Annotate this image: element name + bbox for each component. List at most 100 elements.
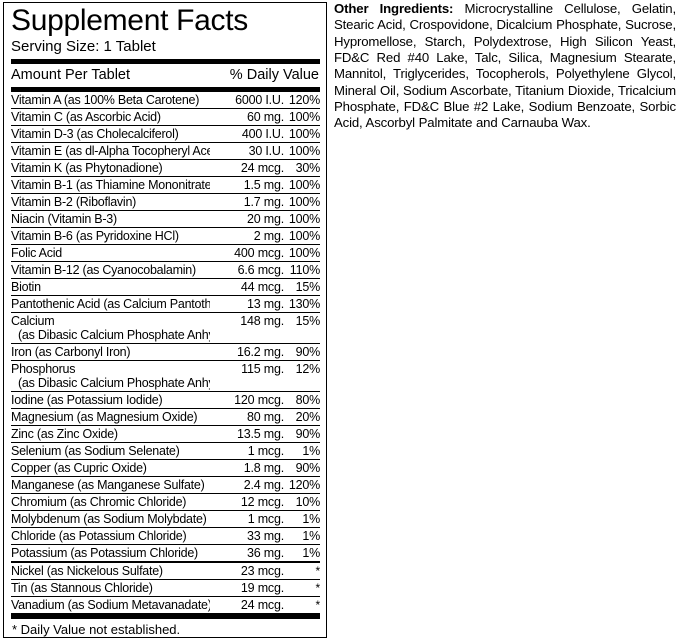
nutrient-row: Tin (as Stannous Chloride) 19 mcg. * [11, 579, 320, 597]
nutrient-amount: 44 mcg. [210, 278, 284, 296]
nutrient-row: Copper (as Cupric Oxide) 1.8 mg. 90% [11, 459, 320, 477]
nutrient-amount: 1.8 mg. [210, 459, 284, 477]
nutrient-amount: 23 mcg. [210, 561, 284, 580]
nutrient-amount: 148 mg. [210, 312, 284, 344]
nutrient-name: Biotin [11, 278, 210, 296]
nutrient-row: Molybdenum (as Sodium Molybdate) 1 mcg. 1% [11, 510, 320, 528]
nutrient-amount: 13.5 mg. [210, 425, 284, 443]
nutrient-daily-value: 120% [284, 92, 320, 109]
nutrient-daily-value: 10% [284, 493, 320, 511]
daily-value-footnote: * Daily Value not established. [12, 622, 181, 637]
nutrient-row: Vitamin B-12 (as Cyanocobalamin) 6.6 mcg.… [11, 261, 320, 279]
nutrient-row: Calcium (as Dibasic Calcium Phosphate Anh… [11, 312, 320, 344]
nutrient-name: Selenium (as Sodium Selenate) [11, 442, 210, 460]
nutrient-row: Phosphorus (as Dibasic Calcium Phosphate … [11, 360, 320, 392]
nutrient-amount: 2.4 mg. [210, 476, 284, 494]
nutrient-amount: 1 mcg. [210, 442, 284, 460]
nutrient-amount: 80 mg. [210, 408, 284, 426]
nutrient-amount: 400 mcg. [210, 244, 284, 262]
nutrient-name: Iron (as Carbonyl Iron) [11, 343, 210, 361]
nutrient-daily-value: 100% [284, 125, 320, 143]
nutrient-source: (as Dibasic Calcium Phosphate Anhydrous) [18, 376, 210, 390]
nutrient-name: Potassium (as Potassium Chloride) [11, 544, 210, 563]
nutrient-daily-value: * [284, 596, 320, 614]
nutrient-name: Zinc (as Zinc Oxide) [11, 425, 210, 443]
nutrient-row: Vitamin B-2 (Riboflavin) 1.7 mg. 100% [11, 193, 320, 211]
nutrient-amount: 1 mcg. [210, 510, 284, 528]
nutrient-name: Vitamin B-2 (Riboflavin) [11, 193, 210, 211]
nutrient-name: Iodine (as Potassium Iodide) [11, 391, 210, 409]
nutrient-daily-value: 130% [284, 295, 320, 313]
nutrient-daily-value: 100% [284, 142, 320, 160]
nutrient-row: Niacin (Vitamin B-3) 20 mg. 100% [11, 210, 320, 228]
other-ingredients-text: Microcrystalline Cellulose, Gelatin, Ste… [334, 1, 676, 131]
nutrient-name: Vitamin D-3 (as Cholecalciferol) [11, 125, 210, 143]
nutrient-row: Potassium (as Potassium Chloride) 36 mg. 1… [11, 544, 320, 563]
nutrient-amount: 24 mcg. [210, 596, 284, 614]
nutrient-daily-value: * [284, 561, 320, 580]
nutrient-amount: 30 I.U. [210, 142, 284, 160]
nutrient-name: Pantothenic Acid (as Calcium Pantothenat… [11, 295, 210, 313]
nutrient-daily-value: 90% [284, 459, 320, 477]
other-ingredients: Other Ingredients: Microcrystalline Cell… [334, 1, 676, 132]
nutrient-name: Manganese (as Manganese Sulfate) [11, 476, 210, 494]
nutrient-amount: 6.6 mcg. [210, 261, 284, 279]
column-headers: Amount Per Tablet % Daily Value [11, 64, 320, 87]
nutrient-daily-value: 100% [284, 210, 320, 228]
nutrient-amount: 1.5 mg. [210, 176, 284, 194]
nutrient-name: Vitamin B-6 (as Pyridoxine HCl) [11, 227, 210, 245]
nutrient-amount: 12 mcg. [210, 493, 284, 511]
nutrient-name: Magnesium (as Magnesium Oxide) [11, 408, 210, 426]
serving-size: Serving Size: 1 Tablet [11, 38, 156, 55]
nutrient-name: Chloride (as Potassium Chloride) [11, 527, 210, 545]
nutrient-row: Pantothenic Acid (as Calcium Pantothenat… [11, 295, 320, 313]
nutrient-row: Vitamin C (as Ascorbic Acid) 60 mg. 100% [11, 108, 320, 126]
nutrient-row: Vitamin A (as 100% Beta Carotene) 6000 I.… [11, 92, 320, 109]
nutrient-daily-value: 1% [284, 510, 320, 528]
nutrient-daily-value: 90% [284, 425, 320, 443]
nutrient-name: Vitamin B-12 (as Cyanocobalamin) [11, 261, 210, 279]
nutrient-name: Copper (as Cupric Oxide) [11, 459, 210, 477]
nutrient-amount: 120 mcg. [210, 391, 284, 409]
nutrient-name: Vitamin K (as Phytonadione) [11, 159, 210, 177]
nutrient-daily-value: * [284, 579, 320, 597]
nutrient-row: Selenium (as Sodium Selenate) 1 mcg. 1% [11, 442, 320, 460]
amount-column-header: Amount Per Tablet [11, 67, 131, 83]
nutrient-name: Calcium (as Dibasic Calcium Phosphate Anh… [11, 312, 210, 344]
nutrient-table: Vitamin A (as 100% Beta Carotene) 6000 I.… [11, 92, 320, 614]
nutrient-amount: 33 mg. [210, 527, 284, 545]
daily-value-column-header: % Daily Value [229, 67, 319, 83]
nutrient-name: Phosphorus (as Dibasic Calcium Phosphate … [11, 360, 210, 392]
nutrient-row: Vitamin K (as Phytonadione) 24 mcg. 30% [11, 159, 320, 177]
nutrient-daily-value: 100% [284, 227, 320, 245]
nutrient-daily-value: 90% [284, 343, 320, 361]
nutrient-name: Vitamin C (as Ascorbic Acid) [11, 108, 210, 126]
nutrient-name: Chromium (as Chromic Chloride) [11, 493, 210, 511]
nutrient-row: Vitamin D-3 (as Cholecalciferol) 400 I.U.… [11, 125, 320, 143]
nutrient-name: Molybdenum (as Sodium Molybdate) [11, 510, 210, 528]
nutrient-name: Tin (as Stannous Chloride) [11, 579, 210, 597]
nutrient-daily-value: 12% [284, 360, 320, 392]
nutrient-daily-value: 100% [284, 176, 320, 194]
nutrient-daily-value: 15% [284, 312, 320, 344]
nutrient-daily-value: 15% [284, 278, 320, 296]
nutrient-row: Folic Acid 400 mcg. 100% [11, 244, 320, 262]
other-ingredients-label: Other Ingredients: [334, 1, 454, 16]
nutrient-name: Nickel (as Nickelous Sulfate) [11, 561, 210, 580]
nutrient-row: Biotin 44 mcg. 15% [11, 278, 320, 296]
nutrient-row: Nickel (as Nickelous Sulfate) 23 mcg. * [11, 561, 320, 580]
nutrient-row: Iron (as Carbonyl Iron) 16.2 mg. 90% [11, 343, 320, 361]
nutrient-amount: 24 mcg. [210, 159, 284, 177]
panel-inner: Supplement Facts Serving Size: 1 Tablet … [4, 3, 326, 637]
nutrient-row: Chloride (as Potassium Chloride) 33 mg. 1% [11, 527, 320, 545]
nutrient-name: Vitamin E (as dl-Alpha Tocopheryl Acetat… [11, 142, 210, 160]
nutrient-amount: 13 mg. [210, 295, 284, 313]
nutrient-daily-value: 1% [284, 544, 320, 563]
nutrient-row: Vitamin E (as dl-Alpha Tocopheryl Acetat… [11, 142, 320, 160]
rule-heavy-bottom [11, 614, 320, 619]
nutrient-daily-value: 30% [284, 159, 320, 177]
nutrient-amount: 20 mg. [210, 210, 284, 228]
nutrient-amount: 16.2 mg. [210, 343, 284, 361]
nutrient-daily-value: 1% [284, 527, 320, 545]
nutrient-row: Zinc (as Zinc Oxide) 13.5 mg. 90% [11, 425, 320, 443]
